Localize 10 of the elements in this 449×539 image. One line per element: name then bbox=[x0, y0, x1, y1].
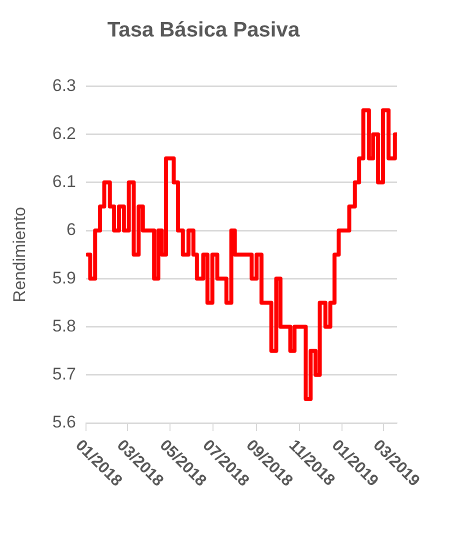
chart-title: Tasa Básica Pasiva bbox=[107, 18, 300, 42]
y-tick-label: 5.6 bbox=[52, 412, 76, 432]
y-axis-title: Rendimiento bbox=[10, 206, 29, 302]
y-tick-label: 6.3 bbox=[52, 76, 76, 95]
y-tick-label: 5.8 bbox=[52, 316, 76, 336]
y-tick-label: 6.2 bbox=[52, 124, 76, 143]
y-tick-label: 6 bbox=[66, 220, 76, 240]
y-tick-label: 5.9 bbox=[52, 268, 76, 288]
y-tick-label: 6.1 bbox=[52, 172, 76, 192]
y-tick-label: 5.7 bbox=[52, 364, 76, 384]
